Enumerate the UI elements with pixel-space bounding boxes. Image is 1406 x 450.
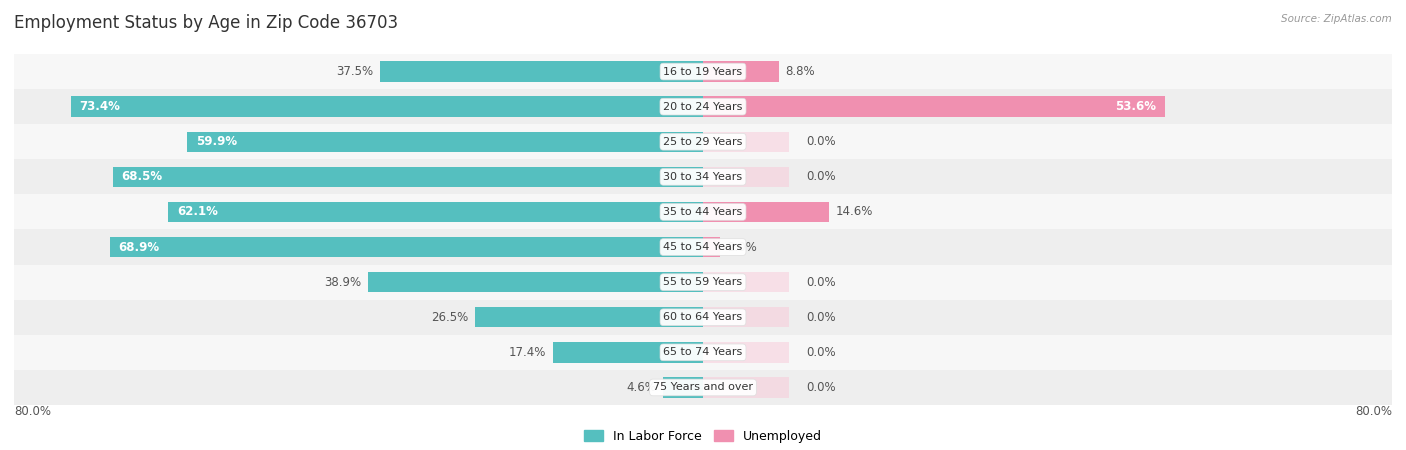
Text: 20 to 24 Years: 20 to 24 Years: [664, 102, 742, 112]
Bar: [368, 272, 703, 292]
Bar: [110, 237, 703, 257]
Text: 65 to 74 Years: 65 to 74 Years: [664, 347, 742, 357]
Bar: [169, 202, 703, 222]
Text: Employment Status by Age in Zip Code 36703: Employment Status by Age in Zip Code 367…: [14, 14, 398, 32]
Text: 16 to 19 Years: 16 to 19 Years: [664, 67, 742, 76]
Bar: [664, 377, 703, 398]
Text: 38.9%: 38.9%: [323, 276, 361, 288]
Text: 4.6%: 4.6%: [627, 381, 657, 394]
Text: 2.0%: 2.0%: [727, 241, 756, 253]
Text: 0.0%: 0.0%: [807, 276, 837, 288]
Text: 59.9%: 59.9%: [195, 135, 236, 148]
Text: 68.9%: 68.9%: [118, 241, 159, 253]
Legend: In Labor Force, Unemployed: In Labor Force, Unemployed: [579, 425, 827, 448]
Bar: [14, 300, 1392, 335]
Bar: [703, 166, 789, 187]
Text: 0.0%: 0.0%: [807, 135, 837, 148]
Bar: [14, 230, 1392, 265]
Bar: [703, 307, 789, 328]
Bar: [112, 166, 703, 187]
Text: 60 to 64 Years: 60 to 64 Years: [664, 312, 742, 322]
Bar: [703, 237, 720, 257]
Text: 80.0%: 80.0%: [1355, 405, 1392, 418]
Bar: [703, 202, 828, 222]
Text: 53.6%: 53.6%: [1115, 100, 1156, 113]
Bar: [70, 96, 703, 117]
Bar: [553, 342, 703, 363]
Bar: [703, 377, 789, 398]
Bar: [14, 335, 1392, 370]
Text: 73.4%: 73.4%: [80, 100, 121, 113]
Text: 25 to 29 Years: 25 to 29 Years: [664, 137, 742, 147]
Bar: [14, 265, 1392, 300]
Text: Source: ZipAtlas.com: Source: ZipAtlas.com: [1281, 14, 1392, 23]
Text: 8.8%: 8.8%: [786, 65, 815, 78]
Bar: [187, 131, 703, 152]
Text: 30 to 34 Years: 30 to 34 Years: [664, 172, 742, 182]
Bar: [14, 124, 1392, 159]
Text: 0.0%: 0.0%: [807, 346, 837, 359]
Text: 80.0%: 80.0%: [14, 405, 51, 418]
Bar: [703, 61, 779, 82]
Text: 37.5%: 37.5%: [336, 65, 373, 78]
Text: 26.5%: 26.5%: [430, 311, 468, 324]
Text: 14.6%: 14.6%: [835, 206, 873, 218]
Bar: [703, 96, 1164, 117]
Text: 68.5%: 68.5%: [122, 171, 163, 183]
Bar: [14, 89, 1392, 124]
Text: 55 to 59 Years: 55 to 59 Years: [664, 277, 742, 287]
Bar: [14, 370, 1392, 405]
Text: 0.0%: 0.0%: [807, 311, 837, 324]
Text: 45 to 54 Years: 45 to 54 Years: [664, 242, 742, 252]
Bar: [703, 342, 789, 363]
Bar: [14, 159, 1392, 194]
Bar: [380, 61, 703, 82]
Text: 0.0%: 0.0%: [807, 381, 837, 394]
Bar: [14, 194, 1392, 230]
Bar: [475, 307, 703, 328]
Text: 17.4%: 17.4%: [509, 346, 547, 359]
Text: 75 Years and over: 75 Years and over: [652, 382, 754, 392]
Bar: [703, 272, 789, 292]
Text: 62.1%: 62.1%: [177, 206, 218, 218]
Text: 35 to 44 Years: 35 to 44 Years: [664, 207, 742, 217]
Bar: [703, 131, 789, 152]
Bar: [14, 54, 1392, 89]
Text: 0.0%: 0.0%: [807, 171, 837, 183]
